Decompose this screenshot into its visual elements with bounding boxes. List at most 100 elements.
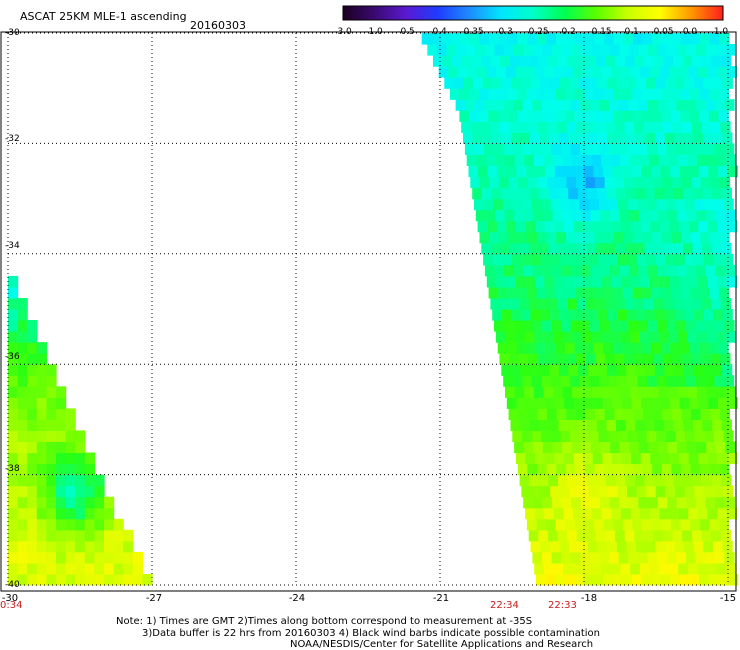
data-cell — [698, 397, 709, 409]
colorbar-label: -0.1 — [621, 27, 639, 37]
data-cell — [599, 375, 610, 387]
data-cell — [709, 110, 720, 122]
data-cell — [8, 574, 19, 586]
data-cell — [548, 55, 559, 67]
data-cell — [608, 143, 620, 155]
data-cell — [540, 309, 551, 321]
data-cell — [577, 187, 588, 200]
data-cell — [484, 264, 496, 277]
data-cell — [587, 132, 598, 144]
data-cell — [544, 452, 555, 465]
data-cell — [545, 342, 556, 354]
data-cell — [604, 231, 615, 244]
data-cell — [664, 187, 675, 200]
data-cell — [693, 77, 705, 89]
data-cell — [722, 364, 733, 376]
data-cell — [27, 353, 38, 365]
data-cell — [65, 507, 76, 520]
data-cell — [603, 286, 614, 299]
data-cell — [629, 209, 640, 222]
data-cell — [575, 408, 586, 420]
y-tick-label: -30 — [5, 28, 20, 38]
data-cell — [514, 154, 525, 166]
data-cell — [692, 242, 703, 255]
data-cell — [588, 253, 599, 266]
data-cell — [648, 441, 659, 454]
data-cell — [65, 463, 76, 476]
data-cell — [571, 496, 582, 509]
colorbar-label: -3.0 — [334, 27, 352, 37]
data-cell — [36, 496, 47, 509]
data-cell — [8, 507, 19, 520]
data-cell — [670, 397, 681, 409]
data-cell — [560, 143, 572, 155]
data-cell — [522, 143, 533, 155]
data-cell — [708, 397, 719, 409]
data-cell — [642, 88, 653, 100]
data-cell — [580, 44, 592, 56]
data-cell — [530, 77, 541, 89]
data-cell — [664, 364, 675, 376]
data-cell — [495, 154, 506, 166]
data-cell — [539, 364, 550, 376]
data-cell — [590, 264, 601, 277]
data-cell — [604, 463, 615, 476]
data-cell — [688, 220, 699, 233]
data-cell — [680, 574, 691, 586]
colorbar-label: -0.4 — [429, 27, 447, 37]
data-cell — [531, 485, 542, 498]
data-cell — [27, 430, 38, 442]
data-cell — [638, 441, 650, 454]
data-cell — [684, 309, 695, 321]
data-cell — [580, 99, 591, 111]
data-cell — [717, 275, 728, 288]
data-cell — [490, 242, 502, 255]
data-cell — [75, 518, 86, 531]
data-cell — [671, 33, 682, 45]
data-cell — [27, 419, 38, 431]
data-cell — [716, 562, 727, 575]
data-cell — [656, 198, 667, 211]
data-cell — [549, 77, 561, 89]
data-cell — [674, 77, 685, 89]
data-cell — [628, 264, 640, 277]
map-frame — [0, 31, 737, 592]
data-cell — [643, 176, 654, 189]
data-cell — [452, 55, 463, 67]
data-cell — [491, 132, 502, 144]
data-cell — [501, 364, 512, 376]
data-cell — [537, 408, 548, 420]
data-cell — [719, 408, 730, 420]
data-cell — [626, 132, 637, 144]
data-cell — [690, 231, 701, 244]
data-cell — [687, 386, 698, 398]
data-cell — [513, 99, 524, 111]
data-cell — [506, 275, 517, 288]
data-cell — [530, 309, 541, 321]
data-cell — [607, 77, 618, 89]
data-cell — [94, 562, 105, 575]
data-cell — [605, 353, 616, 365]
data-cell — [705, 320, 716, 332]
note-line-3: NOAA/NESDIS/Center for Satellite Applica… — [290, 639, 594, 650]
data-cell — [36, 518, 47, 531]
data-cell — [658, 154, 669, 166]
data-cell — [612, 220, 623, 233]
data-cell — [531, 198, 542, 211]
data-cell — [536, 33, 548, 45]
data-cell — [548, 242, 559, 255]
data-cell — [571, 209, 582, 222]
data-cell — [714, 320, 725, 332]
data-cell — [532, 44, 544, 56]
data-cell — [511, 309, 522, 321]
data-cell — [712, 364, 723, 376]
data-cell — [650, 397, 661, 409]
data-cell — [667, 44, 678, 56]
data-cell — [487, 220, 498, 233]
data-cell — [8, 474, 19, 487]
data-cell — [507, 88, 518, 100]
data-cell — [528, 121, 539, 133]
data-cell — [630, 331, 641, 343]
data-cell — [65, 540, 76, 553]
data-cell — [17, 529, 28, 542]
